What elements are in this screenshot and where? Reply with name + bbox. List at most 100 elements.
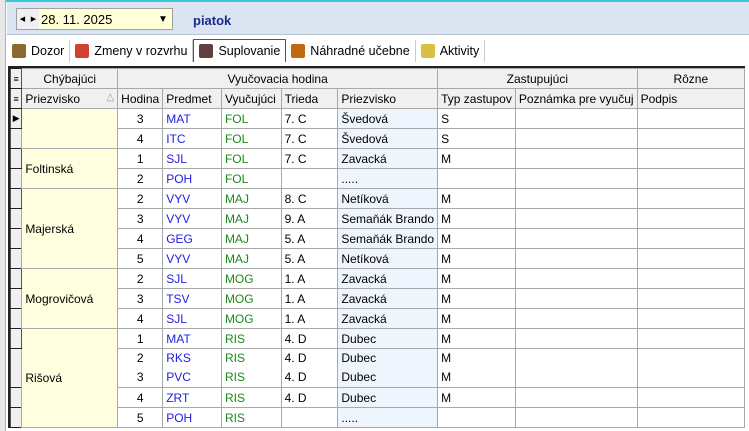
note-cell[interactable] [514, 228, 638, 249]
row-selector[interactable] [9, 168, 23, 189]
absent-teacher-cell[interactable]: Majerská [21, 188, 119, 269]
class-cell[interactable]: 1. A [280, 308, 339, 329]
column-chooser-icon[interactable]: ≡ [9, 68, 23, 89]
tab-aktivity[interactable]: Aktivity [416, 40, 486, 62]
teacher-cell[interactable]: MOG [220, 308, 282, 329]
lesson-cell[interactable]: 3 [117, 288, 164, 309]
teacher-cell[interactable]: FOL [220, 168, 282, 189]
absent-teacher-cell[interactable]: Rišová [21, 328, 119, 428]
signature-cell[interactable] [636, 128, 746, 149]
table-row[interactable]: 3 TSV MOG 1. A Zavacká M [9, 288, 746, 309]
lesson-cell[interactable]: 5 [117, 248, 164, 269]
table-row[interactable]: 2 3 RKS PVC RIS RIS 4. D 4. D Dubec Dubec M M [9, 348, 746, 388]
row-selector[interactable] [9, 407, 23, 428]
row-selector[interactable] [9, 308, 23, 329]
subject-cell[interactable]: MAT [162, 328, 222, 349]
class-cell[interactable]: 7. C [280, 108, 339, 129]
row-selector[interactable] [9, 288, 23, 309]
tab-náhradné-učebne[interactable]: Náhradné učebne [286, 40, 416, 62]
type-cell[interactable] [437, 407, 516, 428]
note-cell[interactable] [514, 208, 638, 229]
table-row[interactable]: 5 VYV MAJ 5. A Netíková M [9, 248, 746, 269]
teacher-cell[interactable]: RIS [220, 328, 282, 349]
class-cell[interactable] [280, 407, 339, 428]
teacher-cell[interactable]: MAJ [220, 208, 282, 229]
row-selector[interactable] [9, 148, 23, 169]
teacher-cell[interactable]: MAJ [220, 248, 282, 269]
subject-cell[interactable]: GEG [162, 228, 222, 249]
table-row[interactable]: ▶ 3 MAT FOL 7. C Švedová S [9, 108, 746, 149]
subject-cell[interactable]: MAT [162, 108, 222, 129]
note-cell[interactable] [514, 268, 638, 289]
class-cell[interactable]: 4. D [280, 328, 339, 349]
subject-cell[interactable]: SJL [162, 308, 222, 329]
lesson-cell[interactable]: 3 [117, 108, 164, 129]
current-row-indicator[interactable]: ▶ [9, 108, 23, 129]
tab-suplovanie[interactable]: Suplovanie [193, 39, 287, 62]
tab-zmeny-v-rozvrhu[interactable]: Zmeny v rozvrhu [70, 40, 194, 62]
signature-cell[interactable] [636, 288, 746, 309]
signature-cell[interactable] [636, 328, 746, 349]
substitute-cell[interactable]: Netíková [337, 188, 439, 209]
signature-cell[interactable] [636, 407, 746, 428]
teacher-cell[interactable]: RIS [220, 387, 282, 408]
subject-cell[interactable]: VYV [162, 208, 222, 229]
signature-cell[interactable] [636, 387, 746, 408]
class-cell[interactable] [280, 168, 339, 189]
note-cell[interactable] [514, 188, 638, 209]
table-row[interactable]: 4 ZRT RIS 4. D Dubec M [9, 387, 746, 408]
note-cell[interactable] [514, 387, 638, 408]
class-cell[interactable]: 5. A [280, 248, 339, 269]
table-row[interactable]: 4 ITC FOL 7. C Švedová S [9, 128, 746, 149]
row-selector[interactable] [9, 268, 23, 289]
subject-cell[interactable]: RKS PVC [162, 348, 222, 388]
chevron-down-icon[interactable]: ▼ [158, 13, 168, 25]
row-selector[interactable] [9, 128, 23, 149]
signature-cell[interactable] [636, 348, 746, 388]
substitute-cell[interactable]: Zavacká [337, 148, 439, 169]
table-row[interactable]: 5 POH RIS..... [9, 407, 746, 428]
table-row[interactable]: Rišová 1 MAT RIS 4. D Dubec M [9, 328, 746, 428]
subject-cell[interactable]: SJL [162, 148, 222, 169]
subject-cell[interactable]: VYV [162, 188, 222, 209]
substitute-cell[interactable]: ..... [337, 168, 439, 189]
teacher-cell[interactable]: MAJ [220, 188, 282, 209]
class-cell[interactable]: 7. C [280, 148, 339, 169]
substitute-cell[interactable]: Netíková [337, 248, 439, 269]
type-cell[interactable]: M [437, 208, 516, 229]
column-header[interactable]: Typ zastupov [437, 88, 516, 109]
table-row[interactable]: 3 VYV MAJ 9. A Semaňák Brando M [9, 208, 746, 229]
class-cell[interactable]: 5. A [280, 228, 339, 249]
signature-cell[interactable] [636, 108, 746, 129]
left-splitter[interactable] [0, 0, 6, 431]
signature-cell[interactable] [636, 248, 746, 269]
lesson-cell[interactable]: 1 [117, 148, 164, 169]
table-row[interactable]: Mogrovičová 2 SJL MOG 1. A Zavacká M [9, 268, 746, 329]
row-selector[interactable] [9, 228, 23, 249]
tab-dozor[interactable]: Dozor [7, 40, 71, 62]
substitute-cell[interactable]: Semaňák Brando [337, 228, 439, 249]
teacher-cell[interactable]: FOL [220, 148, 282, 169]
subject-cell[interactable]: TSV [162, 288, 222, 309]
type-cell[interactable]: M [437, 268, 516, 289]
substitute-cell[interactable]: Zavacká [337, 288, 439, 309]
table-row[interactable]: Foltinská 1 SJL FOL 7. C Zavacká M [9, 148, 746, 189]
note-cell[interactable] [514, 108, 638, 129]
teacher-cell[interactable]: MOG [220, 288, 282, 309]
type-cell[interactable]: M [437, 248, 516, 269]
type-cell[interactable]: S [437, 128, 516, 149]
lesson-cell[interactable]: 2 [117, 268, 164, 289]
note-cell[interactable] [514, 348, 638, 388]
teacher-cell[interactable]: RIS RIS [220, 348, 282, 388]
subject-cell[interactable]: ZRT [162, 387, 222, 408]
note-cell[interactable] [514, 288, 638, 309]
class-cell[interactable]: 1. A [280, 288, 339, 309]
type-cell[interactable]: M [437, 188, 516, 209]
lesson-cell[interactable]: 4 [117, 128, 164, 149]
date-value[interactable]: 28. 11. 2025 [41, 11, 113, 27]
table-row[interactable]: 4 GEG MAJ 5. A Semaňák Brando M [9, 228, 746, 249]
table-row[interactable]: 4 SJL MOG 1. A Zavacká M [9, 308, 746, 329]
signature-cell[interactable] [636, 228, 746, 249]
row-selector[interactable] [9, 328, 23, 349]
column-header[interactable]: Vyučujúci [220, 88, 282, 109]
